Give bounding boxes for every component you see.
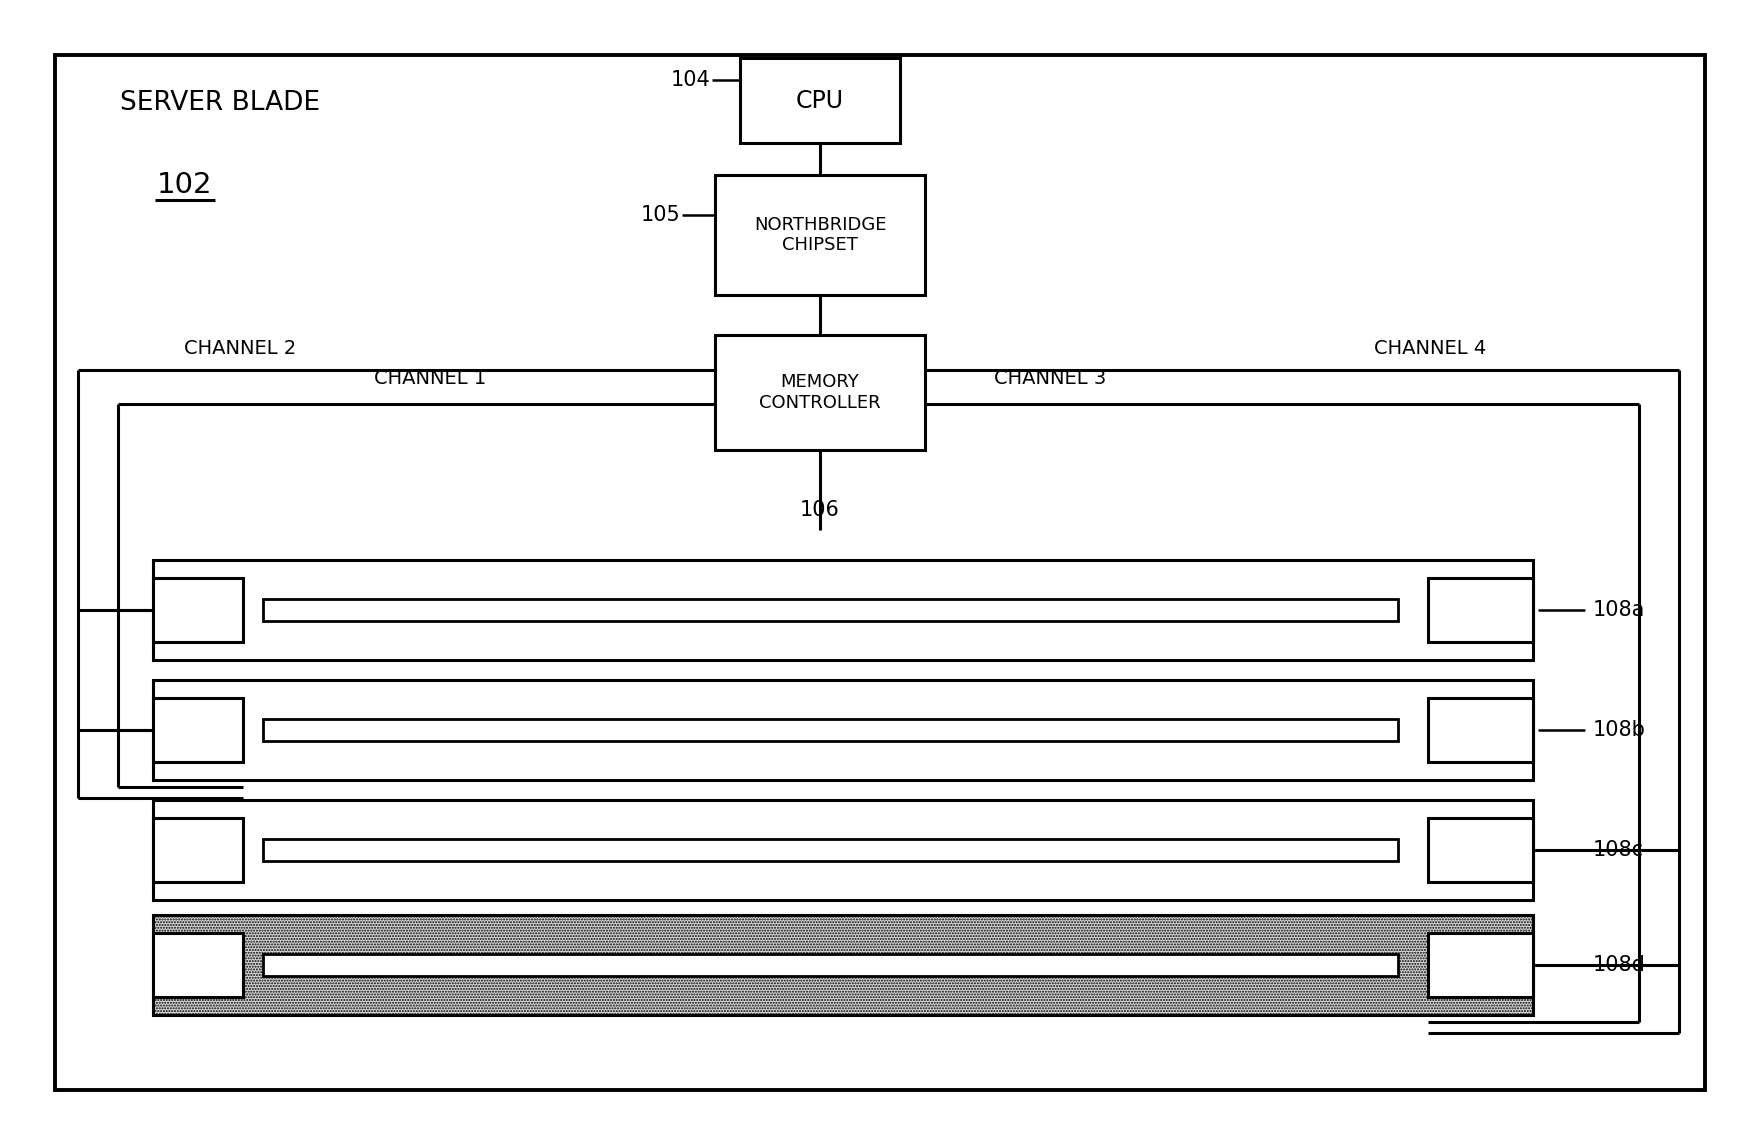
Text: MEMORY
CONTROLLER: MEMORY CONTROLLER [759, 374, 880, 412]
Bar [1428, 818, 1534, 882]
Text: 108d: 108d [1594, 955, 1646, 975]
Bar [264, 954, 1399, 976]
Bar [153, 915, 1534, 1015]
Bar [1428, 933, 1534, 997]
Bar [740, 58, 900, 143]
Bar [1428, 578, 1534, 642]
Text: 108b: 108b [1594, 720, 1646, 740]
Bar [153, 560, 1534, 660]
Text: 104: 104 [669, 70, 710, 90]
Text: NORTHBRIDGE
CHIPSET: NORTHBRIDGE CHIPSET [754, 216, 886, 254]
Bar [153, 933, 242, 997]
Bar [715, 176, 924, 295]
Text: CHANNEL 4: CHANNEL 4 [1374, 339, 1486, 358]
Text: 102: 102 [156, 171, 213, 199]
Bar [153, 800, 1534, 900]
Text: CPU: CPU [796, 89, 843, 112]
Bar [153, 818, 242, 882]
Text: CHANNEL 2: CHANNEL 2 [184, 339, 297, 358]
Bar [153, 698, 242, 762]
Bar [153, 915, 1534, 1015]
Text: CHANNEL 1: CHANNEL 1 [374, 369, 487, 387]
Text: 106: 106 [799, 500, 840, 520]
Bar [715, 335, 924, 450]
Text: SERVER BLADE: SERVER BLADE [119, 90, 320, 116]
Text: CHANNEL 3: CHANNEL 3 [994, 369, 1107, 387]
Bar [1428, 698, 1534, 762]
Bar [153, 680, 1534, 780]
Text: 108a: 108a [1594, 600, 1645, 620]
Bar [264, 719, 1399, 741]
Text: 108c: 108c [1594, 840, 1645, 860]
Bar [153, 578, 242, 642]
Bar [264, 839, 1399, 861]
Text: 105: 105 [640, 205, 680, 225]
Bar [264, 598, 1399, 621]
